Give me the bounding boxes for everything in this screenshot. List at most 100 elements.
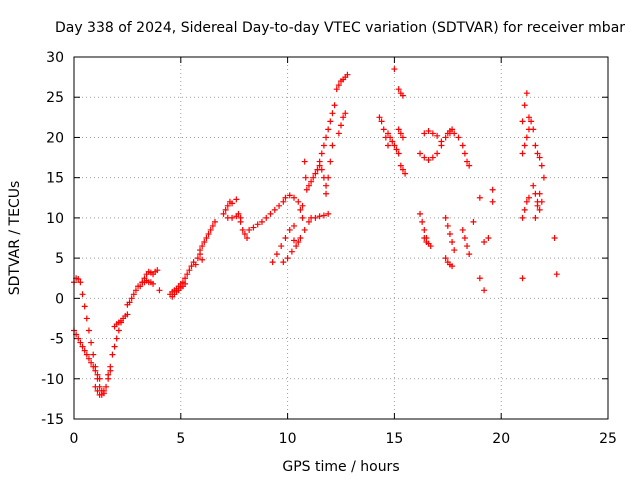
data-point bbox=[320, 142, 327, 149]
data-point bbox=[519, 275, 526, 282]
data-point bbox=[303, 186, 310, 193]
data-point bbox=[107, 363, 114, 370]
data-point bbox=[310, 174, 317, 181]
data-point bbox=[434, 132, 441, 139]
data-point bbox=[291, 237, 298, 244]
y-tick-label: -15 bbox=[41, 412, 64, 428]
data-point bbox=[464, 158, 471, 165]
data-point bbox=[523, 90, 530, 97]
data-point bbox=[207, 226, 214, 233]
data-point bbox=[79, 343, 86, 350]
data-point bbox=[393, 146, 400, 153]
data-point bbox=[192, 261, 199, 268]
data-points bbox=[71, 66, 560, 398]
data-point bbox=[241, 230, 248, 237]
data-point bbox=[523, 198, 530, 205]
data-point bbox=[209, 222, 216, 229]
data-point bbox=[327, 118, 334, 125]
data-point bbox=[449, 126, 456, 133]
data-point bbox=[391, 66, 398, 73]
data-point bbox=[92, 383, 99, 390]
data-point bbox=[464, 243, 471, 250]
data-point bbox=[113, 335, 120, 342]
data-point bbox=[302, 174, 309, 181]
data-point bbox=[286, 226, 293, 233]
data-point bbox=[521, 142, 528, 149]
data-point bbox=[521, 102, 528, 109]
data-point bbox=[77, 279, 84, 286]
data-point bbox=[466, 162, 473, 169]
data-point bbox=[442, 214, 449, 221]
data-point bbox=[553, 271, 560, 278]
data-point bbox=[342, 110, 349, 117]
y-axis-title: SDTVAR / TECUs bbox=[7, 181, 23, 296]
data-point bbox=[397, 162, 404, 169]
data-point bbox=[399, 92, 406, 99]
data-point bbox=[519, 118, 526, 125]
y-tick-label: 20 bbox=[46, 130, 64, 146]
data-point bbox=[224, 202, 231, 209]
data-point bbox=[325, 126, 332, 133]
data-point bbox=[395, 86, 402, 93]
data-point bbox=[399, 134, 406, 141]
data-point bbox=[442, 255, 449, 262]
y-tick-label: 5 bbox=[55, 251, 64, 267]
data-point bbox=[128, 295, 135, 302]
data-point bbox=[250, 224, 257, 231]
data-point bbox=[523, 134, 530, 141]
data-point bbox=[417, 210, 424, 217]
y-tick-label: 0 bbox=[55, 291, 64, 307]
data-point bbox=[92, 367, 99, 374]
data-point bbox=[397, 130, 404, 137]
data-point bbox=[536, 206, 543, 213]
data-point bbox=[299, 202, 306, 209]
data-point bbox=[88, 339, 95, 346]
data-point bbox=[532, 142, 539, 149]
data-point bbox=[211, 218, 218, 225]
data-point bbox=[540, 174, 547, 181]
data-point bbox=[269, 259, 276, 266]
data-point bbox=[75, 276, 82, 283]
data-point bbox=[538, 162, 545, 169]
data-point bbox=[323, 190, 330, 197]
data-point bbox=[429, 130, 436, 137]
data-point bbox=[305, 218, 312, 225]
data-point bbox=[389, 138, 396, 145]
data-point bbox=[94, 375, 101, 382]
data-point bbox=[75, 335, 82, 342]
grid-lines bbox=[74, 57, 608, 419]
data-point bbox=[201, 239, 208, 246]
data-point bbox=[103, 383, 110, 390]
data-point bbox=[197, 247, 204, 254]
data-point bbox=[417, 150, 424, 157]
data-point bbox=[156, 287, 163, 294]
data-point bbox=[402, 170, 409, 177]
data-point bbox=[470, 218, 477, 225]
data-point bbox=[434, 150, 441, 157]
data-point bbox=[489, 198, 496, 205]
data-point bbox=[81, 347, 88, 354]
y-tick-label: 30 bbox=[46, 50, 64, 66]
data-point bbox=[459, 142, 466, 149]
data-point bbox=[461, 235, 468, 241]
data-point bbox=[384, 130, 391, 137]
data-point bbox=[387, 134, 394, 141]
data-point bbox=[203, 235, 210, 241]
data-point bbox=[446, 230, 453, 237]
data-point bbox=[327, 158, 334, 165]
data-point bbox=[338, 122, 344, 129]
data-point bbox=[109, 351, 116, 358]
data-point bbox=[94, 387, 101, 394]
data-point bbox=[79, 291, 86, 298]
data-point bbox=[425, 128, 432, 135]
data-point bbox=[130, 291, 137, 298]
data-point bbox=[83, 315, 90, 322]
data-point bbox=[316, 158, 323, 165]
data-point bbox=[314, 166, 321, 173]
data-point bbox=[205, 230, 212, 237]
data-point bbox=[485, 235, 492, 241]
data-point bbox=[519, 150, 526, 157]
data-point bbox=[85, 355, 92, 362]
data-point bbox=[98, 391, 105, 398]
data-point bbox=[235, 210, 242, 217]
